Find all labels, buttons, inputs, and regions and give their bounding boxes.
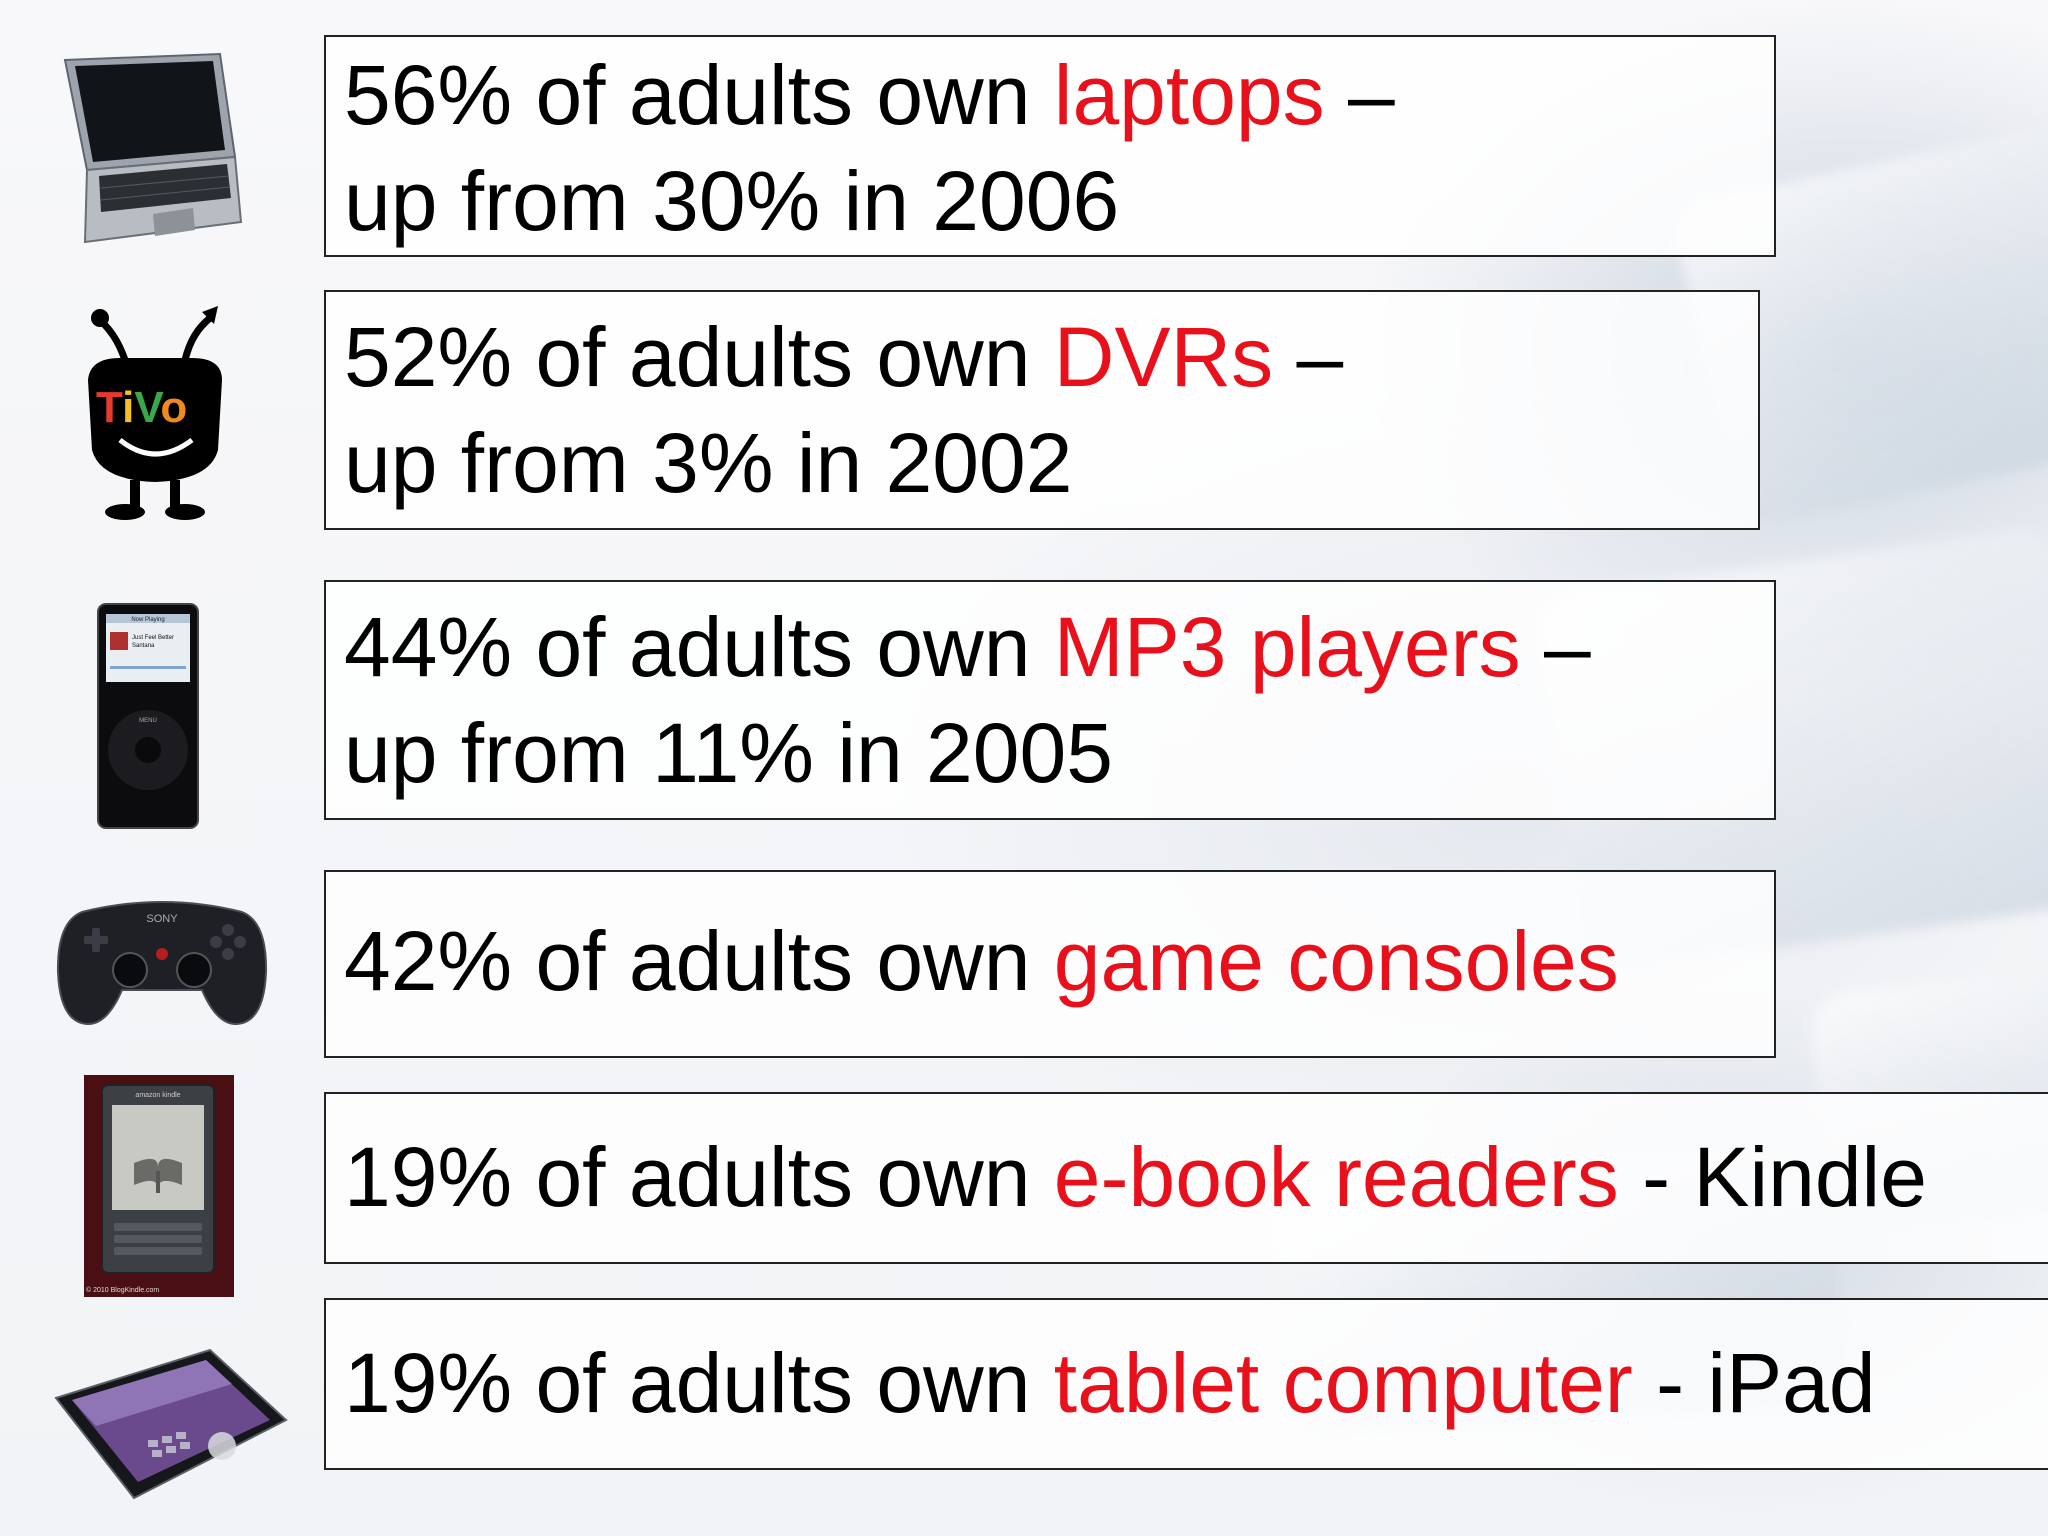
stat-text: 52% of adults own	[344, 310, 1054, 404]
stat-box-mp3-players: 44% of adults own MP3 players – up from …	[324, 580, 1776, 820]
stat-highlight: DVRs	[1053, 310, 1274, 404]
stat-box-laptops: 56% of adults own laptops – up from 30% …	[324, 35, 1776, 257]
stat-line-2: up from 11% in 2005	[344, 706, 1113, 800]
stat-text: 42% of adults own	[344, 914, 1054, 1008]
stat-box-ebook-readers: 19% of adults own e-book readers - Kindl…	[324, 1092, 2048, 1264]
stat-text-suffix: - iPad	[1632, 1336, 1876, 1430]
stat-line-1: 42% of adults own game consoles	[344, 908, 1756, 1014]
stat-highlight: e-book readers	[1053, 1130, 1619, 1224]
mp3-player-icon: Now Playing Just Feel Better Santana MEN…	[96, 602, 200, 830]
stat-box-game-consoles: 42% of adults own game consoles	[324, 870, 1776, 1058]
stat-text: 56% of adults own	[344, 48, 1054, 142]
stat-line-2: up from 30% in 2006	[344, 154, 1120, 248]
stat-line-2: up from 3% in 2002	[344, 416, 1073, 510]
stat-text-suffix: –	[1273, 310, 1344, 404]
stat-text-suffix: - Kindle	[1618, 1130, 1927, 1224]
stat-text: 19% of adults own	[344, 1130, 1054, 1224]
stat-box-dvrs: 52% of adults own DVRs – up from 3% in 2…	[324, 290, 1760, 530]
ipod-menu-text: MENU	[139, 718, 157, 724]
stat-line-1: 19% of adults own tablet computer - iPad	[344, 1330, 2030, 1436]
controller-brand-text: SONY	[146, 913, 178, 925]
stat-line-1: 19% of adults own e-book readers - Kindl…	[344, 1124, 2044, 1230]
stat-text-suffix: –	[1324, 48, 1395, 142]
ipod-header-text: Now Playing	[131, 617, 164, 623]
kindle-copyright-text: © 2010 BlogKindle.com	[86, 1286, 159, 1294]
stat-text: 44% of adults own	[344, 600, 1054, 694]
stat-line-1: 56% of adults own laptops –	[344, 42, 1756, 148]
tivo-icon: TiVo	[80, 300, 230, 525]
stat-line-1: 52% of adults own DVRs –	[344, 304, 1740, 410]
stat-line-1: 44% of adults own MP3 players –	[344, 594, 1756, 700]
laptop-icon	[55, 52, 245, 247]
ipod-artist-text: Santana	[132, 643, 155, 649]
ebook-reader-icon: amazon kindle © 2010 BlogKindle.com	[84, 1075, 234, 1297]
stat-box-tablet-computers: 19% of adults own tablet computer - iPad	[324, 1298, 2048, 1470]
tivo-logo-text: TiVo	[96, 383, 187, 432]
stat-text: 19% of adults own	[344, 1336, 1054, 1430]
stat-highlight: game consoles	[1053, 914, 1619, 1008]
ipod-track-text: Just Feel Better	[132, 635, 174, 641]
tablet-icon	[52, 1346, 290, 1506]
stat-highlight: MP3 players	[1053, 600, 1521, 694]
game-controller-icon: SONY	[52, 892, 272, 1032]
kindle-brand-text: amazon kindle	[135, 1092, 180, 1099]
stat-highlight: tablet computer	[1053, 1336, 1633, 1430]
stat-text-suffix: –	[1520, 600, 1591, 694]
stat-highlight: laptops	[1053, 48, 1325, 142]
